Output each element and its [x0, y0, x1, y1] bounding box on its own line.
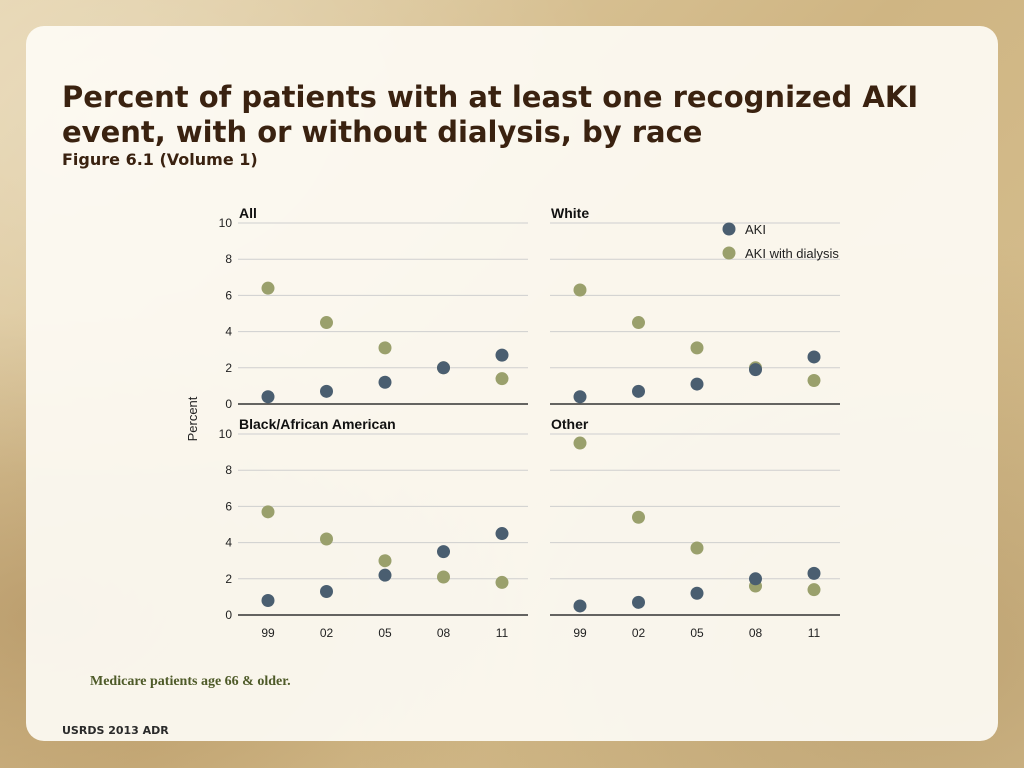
x-tick-label: 11 [808, 626, 821, 640]
x-tick-label: 08 [437, 626, 451, 640]
aki-dialysis-point [690, 541, 704, 555]
y-tick-label: 10 [219, 427, 233, 441]
content-panel [26, 26, 998, 741]
aki-point [320, 584, 333, 598]
aki-point [495, 348, 509, 362]
y-tick-label: 0 [225, 608, 232, 622]
aki-point [261, 594, 275, 608]
aki-point [573, 599, 587, 613]
aki-dialysis-point [495, 575, 509, 589]
aki-point [690, 377, 704, 391]
legend-aki-marker [722, 222, 736, 236]
figure-subtitle: Figure 6.1 (Volume 1) [62, 150, 258, 169]
x-tick-label: 02 [320, 626, 334, 640]
aki-point [437, 545, 450, 559]
x-tick-label: 08 [749, 626, 763, 640]
y-tick-label: 2 [225, 572, 232, 586]
aki-dialysis-point [632, 510, 645, 524]
aki-dialysis-point [378, 554, 392, 568]
aki-point [749, 363, 762, 377]
legend-label: AKI with dialysis [745, 246, 839, 261]
y-tick-label: 8 [225, 252, 232, 266]
aki-point [749, 572, 762, 586]
aki-dialysis-point [261, 281, 275, 295]
aki-dialysis-point [690, 341, 704, 355]
x-tick-label: 99 [573, 626, 587, 640]
y-tick-label: 10 [219, 216, 233, 230]
aki-dialysis-point [632, 316, 645, 330]
page-title: Percent of patients with at least one re… [62, 80, 919, 149]
x-tick-label: 11 [496, 626, 509, 640]
aki-dialysis-point [378, 341, 392, 355]
aki-point [378, 568, 392, 582]
aki-point [807, 566, 821, 580]
aki-point [378, 375, 392, 389]
aki-dialysis-point [320, 316, 333, 330]
x-tick-label: 99 [261, 626, 275, 640]
aki-point [807, 350, 821, 364]
y-tick-label: 0 [225, 397, 232, 411]
footnote: Medicare patients age 66 & older. [90, 674, 291, 689]
x-tick-label: 05 [690, 626, 704, 640]
legend-label: AKI [745, 222, 766, 237]
y-axis-label: Percent [185, 396, 200, 441]
y-tick-label: 6 [225, 499, 232, 513]
aki-point [437, 361, 450, 375]
aki-dialysis-point [495, 372, 509, 386]
aki-dialysis-point [261, 505, 275, 519]
panel-title: Black/African American [239, 416, 396, 432]
aki-point [320, 384, 333, 398]
panel-title: All [239, 205, 257, 221]
source-footer: USRDS 2013 ADR [62, 724, 169, 737]
aki-point [573, 390, 587, 404]
y-tick-label: 4 [225, 536, 232, 550]
panel-title: White [551, 205, 589, 221]
y-tick-label: 2 [225, 361, 232, 375]
aki-dialysis-point [573, 283, 587, 297]
aki-point [261, 390, 275, 404]
aki-point [495, 527, 509, 541]
aki-dialysis-point [573, 436, 587, 450]
aki-dialysis-point [320, 532, 333, 546]
x-tick-label: 05 [378, 626, 392, 640]
aki-dialysis-point [807, 583, 821, 597]
x-tick-label: 02 [632, 626, 646, 640]
y-tick-label: 8 [225, 463, 232, 477]
aki-point [632, 595, 645, 609]
panel-title: Other [551, 416, 589, 432]
aki-dialysis-point [437, 570, 450, 584]
legend-aki-dialysis-marker [722, 246, 736, 260]
y-tick-label: 6 [225, 288, 232, 302]
aki-point [690, 586, 704, 600]
aki-point [632, 384, 645, 398]
y-tick-label: 4 [225, 325, 232, 339]
aki-dialysis-point [807, 373, 821, 387]
